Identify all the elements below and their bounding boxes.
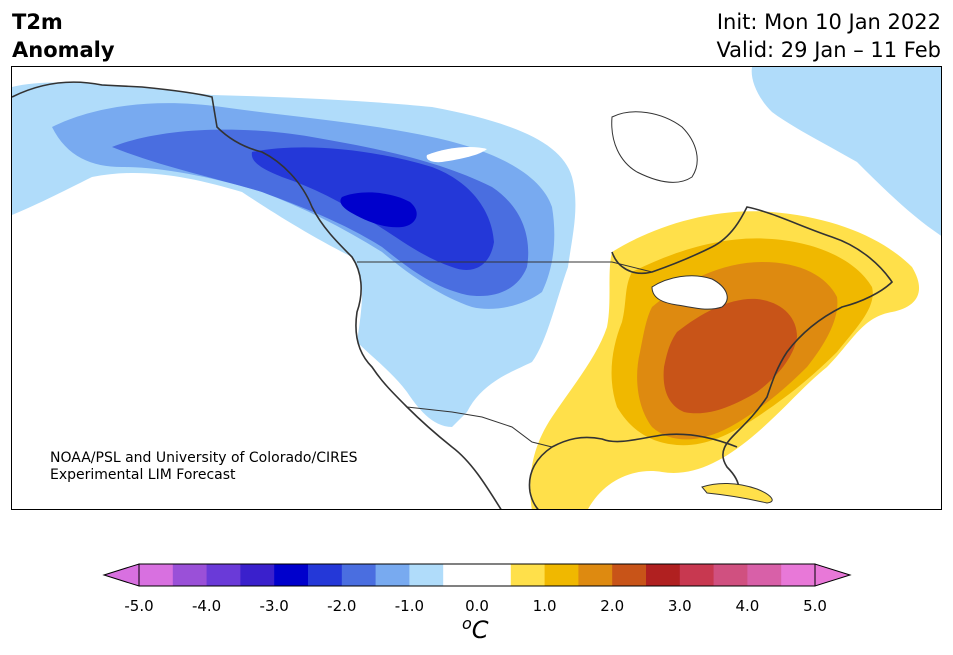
colorbar-cell	[139, 564, 174, 586]
great-slave-lake	[426, 147, 487, 163]
unit-text: C	[471, 616, 489, 644]
hudson-bay	[611, 111, 698, 183]
colorbar-tick-label: 1.0	[532, 597, 557, 615]
unit-label: oC	[462, 614, 489, 644]
coastline	[12, 81, 502, 509]
colorbar-cell	[510, 564, 546, 586]
warm-anomaly-level-4	[663, 298, 797, 414]
unit-degree: o	[462, 614, 472, 633]
credit-line-1: NOAA/PSL and University of Colorado/CIRE…	[50, 450, 358, 466]
colorbar-tick-label: -5.0	[124, 597, 154, 615]
colorbar-cell	[409, 564, 444, 586]
colorbar-cell	[679, 564, 715, 586]
colorbar-cell	[781, 564, 816, 586]
colorbar-cell	[578, 564, 613, 586]
forecast-dates: Init: Mon 10 Jan 2022 Valid: 29 Jan – 11…	[716, 8, 941, 64]
colorbar-cell	[747, 564, 782, 586]
colorbar-cell	[646, 564, 681, 586]
valid-date: Valid: 29 Jan – 11 Feb	[716, 38, 941, 62]
colorbar-cell	[172, 564, 208, 586]
colorbar-cells	[139, 564, 816, 586]
map-svg	[12, 67, 941, 509]
us-canada-border	[357, 261, 653, 273]
us-mexico-border	[406, 406, 553, 448]
colorbar-cell	[341, 564, 377, 586]
colorbar-tick-label: 5.0	[803, 597, 827, 615]
colorbar-cell	[206, 564, 241, 586]
colorbar-tick-label: -2.0	[327, 597, 357, 615]
colorbar-cell	[240, 564, 275, 586]
anomaly-map: NOAA/PSL and University of Colorado/CIRE…	[11, 66, 942, 510]
colorbar-cell	[274, 564, 309, 586]
great-lakes	[651, 275, 728, 310]
colorbar-cell	[375, 564, 410, 586]
colorbar-cell	[713, 564, 748, 586]
colorbar-cell	[308, 564, 343, 586]
colorbar-tick-label: 3.0	[667, 597, 692, 615]
colorbar-outline	[138, 563, 816, 587]
colorbar-tick-label: 2.0	[600, 597, 625, 615]
credit-text: NOAA/PSL and University of Colorado/CIRE…	[50, 450, 358, 484]
colorbar-tick-label: -1.0	[394, 597, 425, 615]
colorbar-tick-label: 4.0	[735, 597, 760, 615]
colorbar-over-arrow	[814, 563, 852, 587]
map-title: T2m Anomaly	[12, 8, 115, 64]
colorbar-cell	[544, 564, 579, 586]
gulf-coast	[528, 433, 738, 509]
colorbar-tick-label: 0.0	[465, 597, 489, 615]
cold-anomaly-level-5	[340, 192, 417, 228]
colorbar-tick-label: -3.0	[259, 597, 289, 615]
cold-anomaly-northeast	[751, 67, 941, 236]
colorbar-cell	[443, 564, 478, 586]
colorbar-cell	[477, 564, 512, 586]
coastline-east	[611, 206, 894, 498]
title-line-1: T2m	[12, 10, 63, 34]
credit-line-2: Experimental LIM Forecast	[50, 467, 236, 483]
cuba	[701, 483, 773, 504]
title-line-2: Anomaly	[12, 38, 115, 62]
init-date: Init: Mon 10 Jan 2022	[716, 10, 941, 34]
colorbar-cell	[612, 564, 647, 586]
colorbar-under-arrow	[102, 563, 140, 587]
colorbar-tick-label: -4.0	[191, 597, 222, 615]
